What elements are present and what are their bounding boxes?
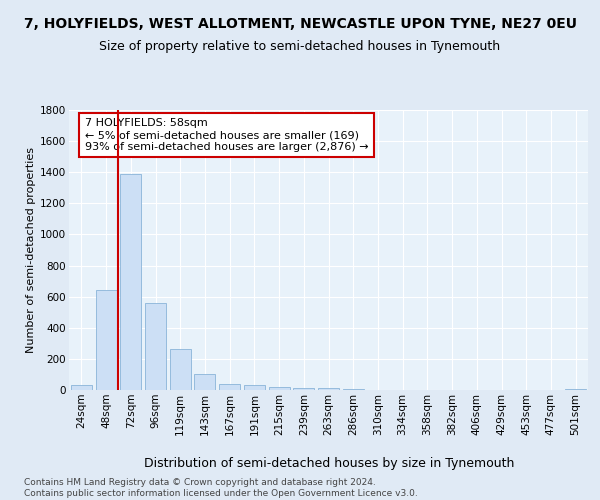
Bar [318,388,339,390]
Text: Contains HM Land Registry data © Crown copyright and database right 2024.
Contai: Contains HM Land Registry data © Crown c… [24,478,418,498]
Bar [194,374,215,390]
Bar [565,389,586,390]
Text: Distribution of semi-detached houses by size in Tynemouth: Distribution of semi-detached houses by … [143,458,514,470]
Bar [145,303,166,390]
Bar [293,388,314,390]
Text: 7 HOLYFIELDS: 58sqm
← 5% of semi-detached houses are smaller (169)
93% of semi-d: 7 HOLYFIELDS: 58sqm ← 5% of semi-detache… [85,118,368,152]
Text: 7, HOLYFIELDS, WEST ALLOTMENT, NEWCASTLE UPON TYNE, NE27 0EU: 7, HOLYFIELDS, WEST ALLOTMENT, NEWCASTLE… [23,18,577,32]
Bar [244,386,265,390]
Text: Size of property relative to semi-detached houses in Tynemouth: Size of property relative to semi-detach… [100,40,500,53]
Bar [343,389,364,390]
Bar [95,290,116,390]
Bar [219,384,240,390]
Bar [269,387,290,390]
Bar [120,174,141,390]
Y-axis label: Number of semi-detached properties: Number of semi-detached properties [26,147,36,353]
Bar [170,349,191,390]
Bar [71,386,92,390]
